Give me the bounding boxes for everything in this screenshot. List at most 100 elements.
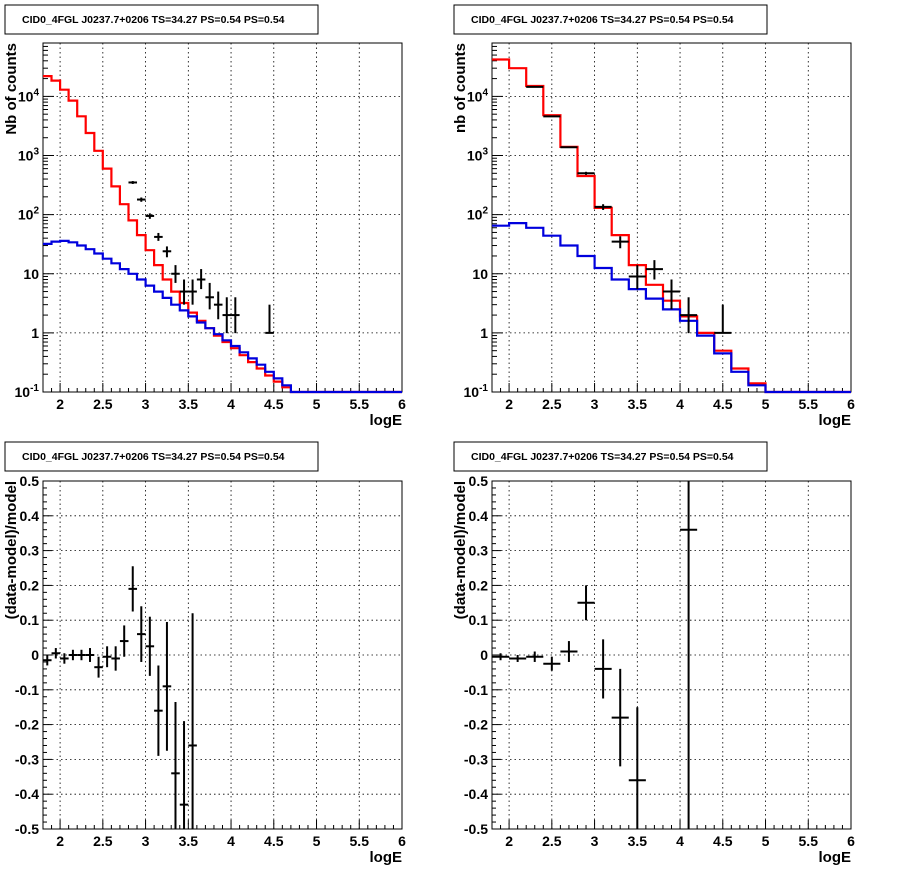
y-tick-label-base: 10 <box>467 148 483 164</box>
data-points <box>526 85 732 334</box>
title-box <box>4 4 319 35</box>
y-tick-label: 0.1 <box>20 612 40 628</box>
data-point <box>577 585 595 621</box>
plot-frame <box>491 480 852 830</box>
data-point <box>611 236 629 249</box>
y-tick-label: -0.4 <box>15 786 39 802</box>
y-tick-label-exponent: 4 <box>33 87 39 98</box>
data-point <box>560 146 578 149</box>
x-tick-label: 5 <box>762 396 770 412</box>
x-tick-labels: 2 2.5 3 3.5 4 4.5 5 5.5 6 <box>56 833 406 849</box>
data-point <box>509 655 527 662</box>
data-point <box>594 204 612 210</box>
x-tick-label: 3 <box>591 396 599 412</box>
y-axis-label: nb of counts <box>452 43 469 133</box>
data-point <box>205 282 214 310</box>
x-tick-label: 3.5 <box>179 833 199 849</box>
y-tick-label-exponent: 3 <box>482 147 488 158</box>
x-tick-label: 3 <box>591 833 599 849</box>
axis-ticks <box>42 480 403 830</box>
y-tick-label: 103 <box>467 147 489 164</box>
y-tick-label-base: 10 <box>464 384 480 400</box>
data-point <box>231 297 240 334</box>
x-tick-label: 3.5 <box>628 833 648 849</box>
y-tick-label: 0.3 <box>469 543 489 559</box>
data-point <box>526 651 544 662</box>
y-tick-label: 1 <box>480 325 488 341</box>
y-tick-label: 103 <box>18 147 40 164</box>
x-axis-label: logE <box>819 412 852 429</box>
x-axis-label: logE <box>370 849 403 866</box>
chart-title: CID0_4FGL J0237.7+0206 TS=34.27 PS=0.54 … <box>22 451 285 463</box>
y-tick-labels: -0.5 -0.4 -0.3 -0.2 -0.1 0 0.1 0.2 0.3 0.4 0.5 <box>15 473 39 837</box>
y-tick-label-base: 10 <box>18 88 34 104</box>
x-tick-label: 6 <box>398 833 406 849</box>
data-point <box>77 649 86 661</box>
series-blue-histogram <box>43 239 402 394</box>
data-point <box>145 213 155 219</box>
x-tick-label: 2 <box>505 396 513 412</box>
data-point <box>594 639 612 699</box>
x-tick-label: 3 <box>142 833 150 849</box>
y-tick-label: 104 <box>467 87 489 104</box>
x-tick-label: 5 <box>313 396 321 412</box>
data-point <box>179 721 189 829</box>
data-point <box>628 265 646 290</box>
x-tick-label: 5 <box>762 833 770 849</box>
y-axis-label: Nb of counts <box>3 43 20 135</box>
y-tick-label: 0.2 <box>469 577 489 593</box>
x-tick-label: 2.5 <box>542 396 562 412</box>
data-point <box>662 279 681 310</box>
y-tick-label-exponent: 2 <box>482 206 488 217</box>
data-point <box>85 648 95 662</box>
y-tick-label: 10 <box>23 266 39 282</box>
data-point <box>171 265 180 283</box>
data-point <box>188 279 197 305</box>
x-tick-label: 2 <box>56 396 64 412</box>
y-tick-label: -0.1 <box>464 682 488 698</box>
y-tick-label: -0.2 <box>15 717 39 733</box>
axis-ticks <box>491 42 852 393</box>
data-point <box>68 649 78 661</box>
y-tick-label-base: 10 <box>15 384 31 400</box>
x-tick-label: 5.5 <box>350 396 370 412</box>
data-point <box>492 653 510 661</box>
y-tick-label: 0.5 <box>469 473 489 489</box>
x-tick-labels: 2 2.5 3 3.5 4 4.5 5 5.5 6 <box>56 396 406 412</box>
data-point <box>714 304 732 334</box>
chart-title: CID0_4FGL J0237.7+0206 TS=34.27 PS=0.54 … <box>471 451 734 463</box>
x-axis-label: logE <box>819 849 852 866</box>
y-tick-label: -0.1 <box>15 682 39 698</box>
data-point <box>111 646 120 671</box>
x-tick-label: 4.5 <box>264 396 284 412</box>
x-tick-label: 2 <box>56 833 64 849</box>
data-points <box>492 481 698 829</box>
y-tick-label: 104 <box>18 87 40 104</box>
data-point <box>526 85 544 88</box>
x-tick-labels: 2 2.5 3 3.5 4 4.5 5 5.5 6 <box>505 833 855 849</box>
chart-panel-bottom-left: 2 2.5 3 3.5 4 4.5 5 5.5 6 -0.5 -0.4 -0.3 -0.2 -0.1 0 0.… <box>3 441 406 866</box>
x-tick-label: 5.5 <box>799 833 819 849</box>
x-axis-label: logE <box>370 412 403 429</box>
data-point <box>645 260 663 280</box>
x-tick-label: 3 <box>142 396 150 412</box>
data-point <box>162 246 172 258</box>
data-point <box>543 115 561 118</box>
data-point <box>577 171 595 175</box>
x-tick-label: 4 <box>676 396 684 412</box>
chart-title: CID0_4FGL J0237.7+0206 TS=34.27 PS=0.54 … <box>471 14 734 26</box>
data-point <box>128 566 138 612</box>
y-axis-label: (data-model)/model <box>3 481 20 619</box>
y-tick-label: -0.5 <box>464 821 488 837</box>
y-tick-label: 0.1 <box>469 612 489 628</box>
x-tick-label: 2.5 <box>542 833 562 849</box>
y-tick-label: 102 <box>18 206 40 223</box>
grid-lines <box>492 43 852 393</box>
data-point <box>196 269 206 290</box>
chart-panel-top-right: 2 2.5 3 3.5 4 4.5 5 5.5 610-1110102103104logEnb … <box>452 4 855 429</box>
data-point <box>265 304 274 334</box>
data-point <box>611 668 629 767</box>
grid-lines <box>492 480 852 830</box>
